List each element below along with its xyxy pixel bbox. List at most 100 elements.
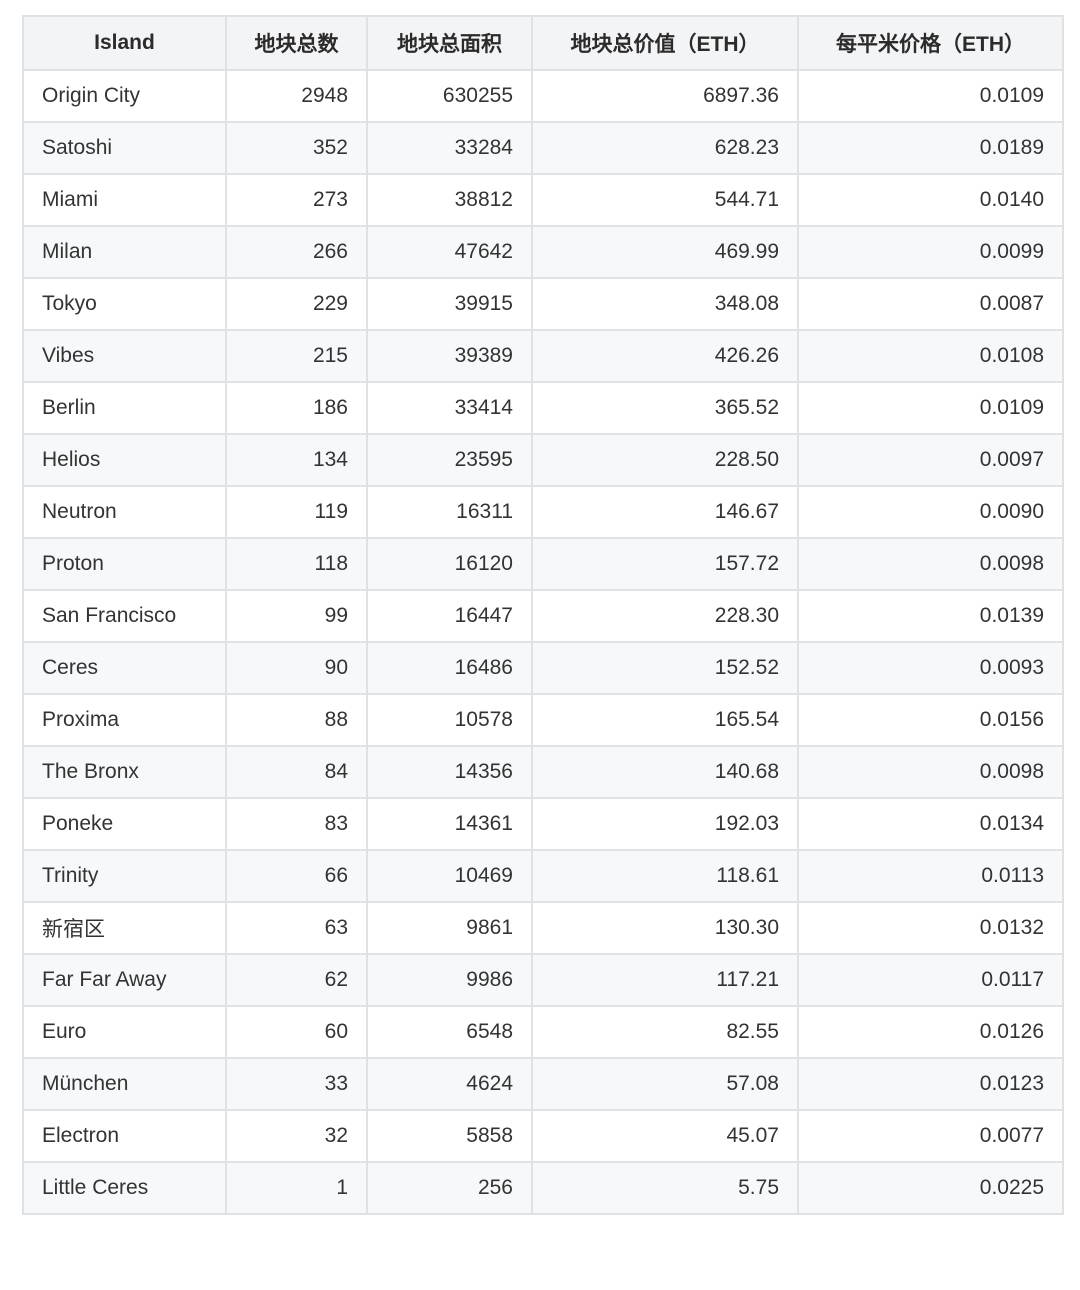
cell-island: Milan bbox=[22, 225, 227, 279]
cell-price-per-sqm: 0.0225 bbox=[797, 1161, 1064, 1215]
cell-total-value: 469.99 bbox=[531, 225, 799, 279]
cell-total-value: 5.75 bbox=[531, 1161, 799, 1215]
cell-island: 新宿区 bbox=[22, 901, 227, 955]
table-row: Neutron 119 16311 146.67 0.0090 bbox=[22, 485, 1064, 539]
cell-plot-count: 99 bbox=[225, 589, 368, 643]
header-total-area: 地块总面积 bbox=[366, 15, 533, 71]
table-row: Origin City 2948 630255 6897.36 0.0109 bbox=[22, 69, 1064, 123]
cell-price-per-sqm: 0.0109 bbox=[797, 69, 1064, 123]
cell-plot-count: 352 bbox=[225, 121, 368, 175]
cell-island: Far Far Away bbox=[22, 953, 227, 1007]
cell-plot-count: 62 bbox=[225, 953, 368, 1007]
cell-plot-count: 84 bbox=[225, 745, 368, 799]
cell-plot-count: 2948 bbox=[225, 69, 368, 123]
cell-plot-count: 215 bbox=[225, 329, 368, 383]
cell-island: München bbox=[22, 1057, 227, 1111]
table-row: Berlin 186 33414 365.52 0.0109 bbox=[22, 381, 1064, 435]
cell-island: The Bronx bbox=[22, 745, 227, 799]
cell-total-area: 14356 bbox=[366, 745, 533, 799]
table-row: Electron 32 5858 45.07 0.0077 bbox=[22, 1109, 1064, 1163]
cell-plot-count: 83 bbox=[225, 797, 368, 851]
cell-price-per-sqm: 0.0117 bbox=[797, 953, 1064, 1007]
cell-price-per-sqm: 0.0087 bbox=[797, 277, 1064, 331]
header-plot-count: 地块总数 bbox=[225, 15, 368, 71]
cell-total-value: 365.52 bbox=[531, 381, 799, 435]
cell-total-value: 544.71 bbox=[531, 173, 799, 227]
cell-total-area: 9986 bbox=[366, 953, 533, 1007]
cell-total-area: 256 bbox=[366, 1161, 533, 1215]
cell-price-per-sqm: 0.0077 bbox=[797, 1109, 1064, 1163]
cell-island: Miami bbox=[22, 173, 227, 227]
cell-plot-count: 273 bbox=[225, 173, 368, 227]
cell-price-per-sqm: 0.0189 bbox=[797, 121, 1064, 175]
cell-total-area: 6548 bbox=[366, 1005, 533, 1059]
cell-price-per-sqm: 0.0156 bbox=[797, 693, 1064, 747]
cell-total-value: 228.50 bbox=[531, 433, 799, 487]
table-row: Tokyo 229 39915 348.08 0.0087 bbox=[22, 277, 1064, 331]
cell-total-value: 628.23 bbox=[531, 121, 799, 175]
cell-price-per-sqm: 0.0099 bbox=[797, 225, 1064, 279]
cell-price-per-sqm: 0.0109 bbox=[797, 381, 1064, 435]
table-row: Proxima 88 10578 165.54 0.0156 bbox=[22, 693, 1064, 747]
cell-total-area: 16311 bbox=[366, 485, 533, 539]
cell-island: Neutron bbox=[22, 485, 227, 539]
cell-total-area: 16447 bbox=[366, 589, 533, 643]
cell-total-area: 39389 bbox=[366, 329, 533, 383]
cell-plot-count: 119 bbox=[225, 485, 368, 539]
cell-total-area: 38812 bbox=[366, 173, 533, 227]
cell-island: Origin City bbox=[22, 69, 227, 123]
header-total-value: 地块总价值（ETH） bbox=[531, 15, 799, 71]
table-row: Miami 273 38812 544.71 0.0140 bbox=[22, 173, 1064, 227]
cell-total-area: 9861 bbox=[366, 901, 533, 955]
cell-plot-count: 134 bbox=[225, 433, 368, 487]
cell-island: Euro bbox=[22, 1005, 227, 1059]
cell-plot-count: 66 bbox=[225, 849, 368, 903]
table-row: Proton 118 16120 157.72 0.0098 bbox=[22, 537, 1064, 591]
table-row: Helios 134 23595 228.50 0.0097 bbox=[22, 433, 1064, 487]
cell-plot-count: 33 bbox=[225, 1057, 368, 1111]
cell-island: Ceres bbox=[22, 641, 227, 695]
table-row: Far Far Away 62 9986 117.21 0.0117 bbox=[22, 953, 1064, 1007]
cell-total-value: 157.72 bbox=[531, 537, 799, 591]
cell-total-area: 16486 bbox=[366, 641, 533, 695]
cell-price-per-sqm: 0.0139 bbox=[797, 589, 1064, 643]
cell-plot-count: 63 bbox=[225, 901, 368, 955]
cell-total-area: 39915 bbox=[366, 277, 533, 331]
cell-total-area: 47642 bbox=[366, 225, 533, 279]
table-row: München 33 4624 57.08 0.0123 bbox=[22, 1057, 1064, 1111]
cell-price-per-sqm: 0.0132 bbox=[797, 901, 1064, 955]
cell-plot-count: 266 bbox=[225, 225, 368, 279]
cell-total-value: 228.30 bbox=[531, 589, 799, 643]
header-price-per-sqm: 每平米价格（ETH） bbox=[797, 15, 1064, 71]
cell-total-area: 10578 bbox=[366, 693, 533, 747]
table-row: The Bronx 84 14356 140.68 0.0098 bbox=[22, 745, 1064, 799]
cell-price-per-sqm: 0.0097 bbox=[797, 433, 1064, 487]
cell-total-value: 117.21 bbox=[531, 953, 799, 1007]
cell-plot-count: 32 bbox=[225, 1109, 368, 1163]
cell-island: Satoshi bbox=[22, 121, 227, 175]
cell-price-per-sqm: 0.0108 bbox=[797, 329, 1064, 383]
cell-total-value: 82.55 bbox=[531, 1005, 799, 1059]
island-land-table: Island 地块总数 地块总面积 地块总价值（ETH） 每平米价格（ETH） … bbox=[22, 15, 1064, 1215]
cell-total-area: 4624 bbox=[366, 1057, 533, 1111]
cell-island: Vibes bbox=[22, 329, 227, 383]
cell-total-value: 192.03 bbox=[531, 797, 799, 851]
cell-price-per-sqm: 0.0134 bbox=[797, 797, 1064, 851]
cell-plot-count: 88 bbox=[225, 693, 368, 747]
table-row: Little Ceres 1 256 5.75 0.0225 bbox=[22, 1161, 1064, 1215]
cell-price-per-sqm: 0.0126 bbox=[797, 1005, 1064, 1059]
cell-island: Tokyo bbox=[22, 277, 227, 331]
cell-price-per-sqm: 0.0090 bbox=[797, 485, 1064, 539]
cell-total-area: 33414 bbox=[366, 381, 533, 435]
cell-price-per-sqm: 0.0093 bbox=[797, 641, 1064, 695]
cell-total-value: 348.08 bbox=[531, 277, 799, 331]
cell-total-value: 57.08 bbox=[531, 1057, 799, 1111]
cell-plot-count: 90 bbox=[225, 641, 368, 695]
cell-island: Helios bbox=[22, 433, 227, 487]
table-container: Island 地块总数 地块总面积 地块总价值（ETH） 每平米价格（ETH） … bbox=[22, 15, 1064, 1215]
cell-total-area: 23595 bbox=[366, 433, 533, 487]
cell-island: Proxima bbox=[22, 693, 227, 747]
cell-plot-count: 118 bbox=[225, 537, 368, 591]
cell-total-value: 140.68 bbox=[531, 745, 799, 799]
table-row: Euro 60 6548 82.55 0.0126 bbox=[22, 1005, 1064, 1059]
